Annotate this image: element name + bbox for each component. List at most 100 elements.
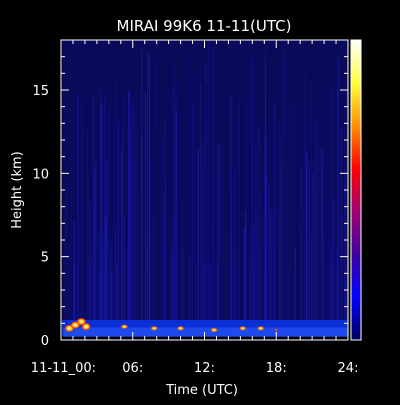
noise-streak [237,245,238,320]
noise-streak [230,119,232,320]
noise-streak [238,98,240,320]
hotspot [273,328,280,332]
noise-streak [264,270,265,320]
noise-streak [302,208,304,320]
boundary-band [63,327,348,337]
y-tick-label: 15 [32,84,49,99]
noise-streak [144,91,147,320]
noise-streak [172,88,174,320]
noise-streak [126,245,128,320]
noise-streak [175,113,177,321]
noise-streak [286,42,288,321]
noise-streak [251,58,253,321]
noise-streak [91,242,92,320]
noise-streak [209,265,211,320]
noise-streak [204,266,206,320]
noise-streak [308,161,310,320]
noise-streak [274,100,275,320]
noise-streak [191,100,193,321]
noise-streak [243,229,246,320]
noise-streak [98,229,99,320]
noise-streak [164,119,166,320]
noise-streak [94,269,95,320]
hotspot [176,325,185,331]
noise-streak [322,146,325,320]
hotspot [210,327,219,333]
noise-streak [295,247,296,320]
noise-streak [181,200,183,320]
noise-streak [304,98,306,320]
noise-streak [205,61,207,321]
noise-streak [122,128,123,320]
colorbar [350,39,362,341]
noise-streak [160,248,162,320]
hotspot [120,324,129,330]
noise-streak [200,82,202,320]
noise-streak [118,121,119,320]
noise-streak [176,79,177,320]
noise-streak [244,99,246,320]
noise-streak [264,57,267,321]
noise-streak [331,86,333,320]
noise-streak [169,110,171,320]
noise-streak [337,86,339,321]
noise-streak [311,234,312,320]
noise-streak [135,91,137,320]
noise-streak [93,167,96,320]
noise-streak [75,265,77,320]
noise-streak [182,246,184,320]
noise-streak [141,135,142,320]
noise-streak [129,79,131,320]
noise-streak [250,255,252,320]
noise-streak [298,156,300,320]
noise-streak [314,114,316,321]
noise-streak [146,128,148,320]
hotspot [150,325,159,331]
noise-streak [286,173,288,320]
noise-streak [102,104,104,320]
noise-streak [152,129,153,320]
y-axis-ticks: 0 5 10 15 [32,39,348,349]
noise-streak [189,50,191,320]
noise-streak [77,94,79,320]
noise-streak [336,248,338,320]
heatmap-streaks [63,42,348,337]
noise-streak [80,213,82,320]
noise-streak [147,51,149,321]
noise-streak [225,230,226,320]
noise-streak [318,144,320,320]
noise-streak [301,168,303,320]
noise-streak [304,65,306,320]
noise-streak [213,174,215,320]
noise-streak [290,95,293,320]
noise-streak [280,162,282,320]
noise-streak [324,234,326,320]
noise-streak [283,47,285,321]
noise-streak [108,108,110,320]
noise-streak [87,257,89,320]
noise-streak [246,54,247,321]
noise-streak [100,103,102,320]
noise-streak [174,215,176,320]
noise-streak [154,59,156,320]
noise-streak [300,98,302,320]
noise-streak [114,116,115,320]
noise-streak [306,150,308,320]
noise-streak [346,270,348,320]
x-tick-label: 12: [194,361,215,376]
noise-streak [72,157,74,320]
noise-streak [163,227,165,320]
noise-streak [92,91,94,320]
noise-streak [229,93,231,320]
chart-title: MIRAI 99K6 11-11(UTC) [117,17,292,35]
noise-streak [65,161,67,320]
noise-streak [218,144,220,320]
y-tick-label: 5 [41,251,49,266]
noise-streak [173,61,175,320]
noise-streak [221,141,223,320]
noise-streak [330,252,332,320]
noise-streak [141,49,143,320]
noise-streak [146,236,148,320]
